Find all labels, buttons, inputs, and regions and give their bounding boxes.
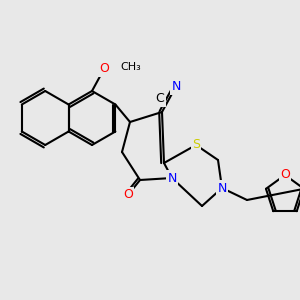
Text: O: O bbox=[123, 188, 133, 202]
Text: N: N bbox=[217, 182, 227, 194]
Text: CH₃: CH₃ bbox=[120, 62, 141, 72]
Text: N: N bbox=[167, 172, 177, 184]
Text: O: O bbox=[280, 169, 290, 182]
Text: C: C bbox=[156, 92, 164, 106]
Text: S: S bbox=[192, 139, 200, 152]
Text: O: O bbox=[99, 62, 109, 76]
Text: N: N bbox=[171, 80, 181, 94]
